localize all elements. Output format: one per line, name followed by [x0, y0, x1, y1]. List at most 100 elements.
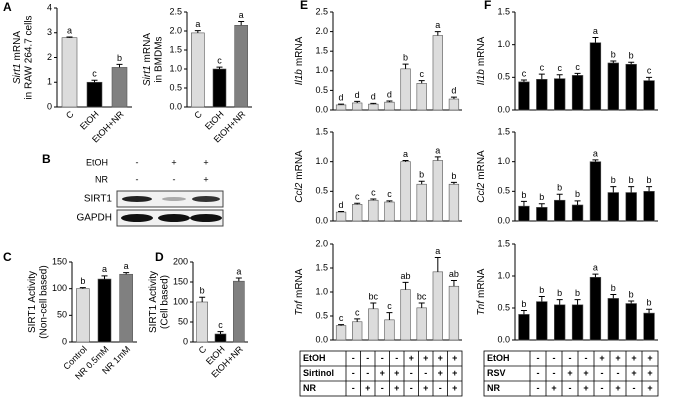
significance-letter: bc [417, 291, 427, 301]
table-sign: - [585, 353, 588, 363]
table-sign: + [365, 383, 370, 393]
y-tick-label: 1.0 [169, 63, 182, 73]
significance-letter: b [557, 288, 562, 298]
y-tick-label: 1.0 [497, 156, 510, 166]
y-axis-label: Sirt1 mRNA [12, 31, 23, 84]
significance-letter: d [355, 90, 360, 100]
significance-letter: a [102, 264, 107, 274]
bar [97, 278, 112, 343]
bar [625, 63, 637, 111]
significance-letter: bc [369, 291, 379, 301]
y-tick-label: 4 [47, 2, 52, 12]
chart: Sirt1mRNA in BMDMs0.00.51.01.52.02.5aCcEt… [142, 6, 252, 145]
y-tick-label: 1.5 [497, 126, 510, 136]
significance-letter: b [611, 175, 616, 185]
table-sign: + [452, 368, 457, 378]
y-axis-label-text: mRNA [294, 150, 305, 180]
bar [416, 83, 427, 111]
significance-letter: a [593, 262, 598, 272]
significance-letter: b [611, 283, 616, 293]
blot-row-label: GAPDH [76, 213, 112, 224]
significance-letter: ab [449, 269, 459, 279]
y-axis-label-text: SIRT1 Activity [148, 271, 159, 333]
blot-sign: - [136, 174, 139, 184]
y-tick-label: 1.0 [315, 65, 328, 75]
gene-name: Il1b [476, 69, 487, 86]
y-tick-label: 150 [173, 276, 188, 286]
bar [432, 271, 443, 341]
y-tick-label: 100 [173, 296, 188, 306]
y-axis-label-text: mRNA [294, 36, 305, 66]
bar [234, 24, 248, 108]
bar [589, 42, 602, 111]
error-bar [370, 198, 377, 201]
table-sign: + [394, 383, 399, 393]
error-bar [556, 74, 563, 79]
error-bar [402, 63, 409, 69]
error-bar [386, 312, 393, 320]
significance-letter: b [117, 53, 122, 63]
significance-letter: c [218, 320, 223, 330]
y-tick-label: 1.5 [315, 46, 328, 56]
table-sign: + [452, 383, 457, 393]
error-bar [194, 30, 201, 33]
y-tick-label: 1.0 [497, 39, 510, 49]
table-sign: + [423, 353, 428, 363]
significance-letter: b [200, 286, 205, 296]
chart: Ccl2 mRNA 0.0 0.5 1.0 1.5 b b b b a b b b [476, 126, 658, 225]
table-sign: + [631, 353, 636, 363]
table-sign: - [395, 353, 398, 363]
error-bar [538, 73, 545, 80]
bar [518, 81, 530, 111]
table-sign: - [410, 383, 413, 393]
table-sign: + [551, 383, 556, 393]
error-bar [91, 79, 98, 83]
error-bar [418, 80, 425, 84]
table-sign: - [352, 368, 355, 378]
gene-name: Ccl2 [294, 182, 305, 202]
bar [607, 62, 619, 111]
table-sign: + [647, 353, 652, 363]
row-name: NR [487, 383, 500, 393]
error-bar [556, 299, 563, 305]
y-tick-label: 2.5 [169, 6, 182, 16]
blot-sign: + [203, 174, 208, 184]
bar [212, 68, 227, 108]
error-bar [101, 275, 108, 280]
y-tick-label: 0.0 [169, 101, 182, 111]
significance-letter: b [575, 288, 580, 298]
bar [335, 104, 347, 111]
y-tick-label: 2 [47, 52, 52, 62]
chart: D SIRT1 Activity (Cell based) 0 50 100 150 200 b… [148, 250, 248, 380]
bar [536, 207, 548, 222]
significance-letter: d [371, 92, 376, 102]
significance-letter: a [239, 10, 244, 20]
bar [86, 81, 103, 108]
error-bar [370, 302, 377, 309]
table-sign: - [553, 368, 556, 378]
bar [368, 103, 379, 111]
y-tick-label: 0.5 [315, 85, 328, 95]
blot-sign: + [171, 157, 176, 167]
row-name: RSV [487, 368, 506, 378]
significance-letter: c [355, 307, 360, 317]
bar [554, 304, 566, 341]
y-axis-label: in RAW 264.7 cells [24, 15, 35, 99]
y-axis-label: SIRT1 Activity [148, 271, 159, 333]
y-tick-label: 1.0 [315, 156, 328, 166]
significance-letter: c [575, 62, 580, 72]
table-sign: + [380, 368, 385, 378]
table-sign: + [409, 353, 414, 363]
table-sign: + [647, 368, 652, 378]
table-sign: + [631, 368, 636, 378]
table-sign: - [366, 368, 369, 378]
y-axis-label-text: mRNA [476, 36, 487, 66]
gene-name: Il1b [294, 69, 305, 86]
error-bar [217, 331, 224, 334]
significance-letter: a [435, 145, 440, 155]
y-tick-label: 0.0 [315, 215, 328, 225]
y-tick-label: 0.0 [497, 215, 510, 225]
y-axis-label: (Non-cell based) [39, 265, 50, 338]
significance-letter: c [387, 189, 392, 199]
